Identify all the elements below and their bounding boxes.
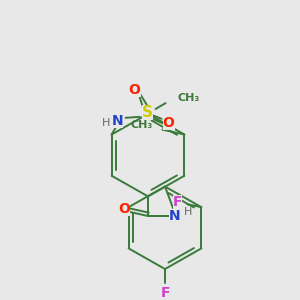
Text: F: F [160, 286, 170, 300]
Text: N: N [112, 114, 123, 128]
Text: S: S [142, 105, 153, 120]
Text: O: O [163, 116, 175, 130]
Text: CH₃: CH₃ [130, 120, 152, 130]
Text: CH₃: CH₃ [178, 93, 200, 103]
Text: F: F [172, 195, 182, 209]
Text: H: H [184, 207, 192, 217]
Text: O: O [129, 83, 141, 97]
Text: N: N [169, 209, 181, 223]
Text: H: H [101, 118, 110, 128]
Text: O: O [118, 202, 130, 216]
